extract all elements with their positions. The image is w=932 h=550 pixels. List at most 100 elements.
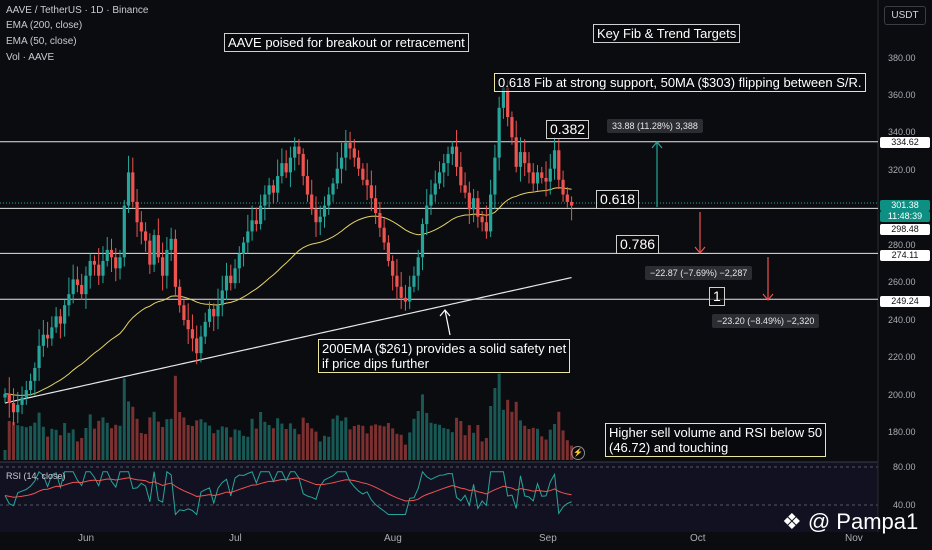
candle-body — [54, 316, 58, 328]
candle-body — [88, 260, 92, 276]
volume-bar — [557, 411, 561, 460]
volume-bar — [75, 441, 79, 460]
volume-bar — [429, 422, 433, 460]
volume-bar — [425, 413, 429, 460]
candle-body — [561, 179, 565, 195]
volume-bar — [139, 433, 143, 460]
volume-bar — [271, 428, 275, 460]
candle-body — [450, 146, 454, 154]
volume-bar — [97, 420, 101, 460]
candle-body — [199, 336, 203, 354]
y-tick: 280.00 — [888, 240, 916, 250]
volume-bar — [225, 427, 229, 460]
ema200-pointer-arrow-head — [439, 309, 451, 317]
candle-body — [250, 220, 254, 232]
ema-note-line1: 200EMA ($261) provides a solid safety ne… — [322, 341, 567, 356]
volume-bar — [118, 425, 122, 460]
volume-bar — [369, 425, 373, 460]
candle-body — [173, 238, 177, 287]
volume-bar — [378, 425, 382, 460]
measure-down1-label: −22.87 (−7.69%) −2,287 — [645, 266, 753, 280]
fib-0786-label: 0.786 — [616, 235, 660, 254]
ema-note-line2: if price dips further — [322, 356, 429, 371]
candle-body — [254, 220, 258, 225]
candle-body — [437, 172, 442, 184]
volume-bar — [50, 428, 54, 460]
volume-bar — [237, 430, 241, 460]
volume-bar — [442, 428, 446, 460]
currency-button[interactable]: USDT — [884, 6, 926, 25]
volume-legend[interactable]: Vol · AAVE — [6, 52, 55, 63]
candle-body — [548, 168, 552, 182]
volume-bar — [459, 421, 463, 460]
volume-bar — [24, 427, 28, 460]
volume-bar — [199, 419, 203, 460]
candle-body — [92, 260, 97, 265]
candle-body — [442, 163, 446, 173]
y-tick: 180.00 — [888, 427, 916, 437]
candle-body — [280, 163, 284, 177]
volume-bar — [284, 429, 288, 460]
candle-body — [288, 157, 293, 173]
candle-body — [203, 321, 207, 337]
volume-bar — [365, 433, 369, 460]
candle-body — [259, 205, 263, 225]
volume-bar — [523, 425, 527, 460]
volume-bar — [506, 399, 510, 460]
candle-body — [46, 334, 50, 339]
candle-body — [378, 212, 382, 228]
rsi-legend[interactable]: RSI (14, close) — [6, 471, 66, 481]
volume-bar — [33, 422, 37, 460]
volume-bar — [314, 431, 318, 460]
volume-bar — [216, 429, 220, 460]
volume-bar — [152, 411, 156, 460]
candle-body — [131, 172, 135, 202]
volume-bar — [484, 438, 488, 460]
candle-body — [267, 185, 271, 195]
volume-bar — [463, 435, 467, 460]
volume-bar — [276, 418, 280, 460]
candle-body — [37, 345, 41, 368]
volume-bar — [544, 439, 548, 460]
fib-0618-label: 0.618 — [596, 190, 640, 209]
target-up-arrow-head — [651, 141, 663, 149]
candle-body — [535, 172, 540, 184]
volume-bar — [446, 429, 450, 460]
y-tick: 380.00 — [888, 53, 916, 63]
candle-body — [403, 297, 408, 302]
price-label-27411: 274.11 — [880, 250, 930, 261]
x-tick-jul: Jul — [229, 533, 242, 544]
volume-bar — [548, 429, 552, 460]
candle-body — [305, 176, 310, 195]
target-down-arrow-2-head — [762, 293, 774, 301]
ema50-legend[interactable]: EMA (50, close) — [6, 36, 77, 47]
candle-body — [408, 286, 412, 302]
ema200-legend[interactable]: EMA (200, close) — [6, 20, 83, 31]
volume-bar — [212, 433, 216, 460]
volume-bar — [190, 426, 194, 460]
x-tick-aug: Aug — [384, 533, 402, 544]
candle-body — [301, 153, 305, 177]
volume-bar — [293, 428, 297, 460]
candle-body — [484, 222, 488, 232]
candle-body — [459, 166, 463, 186]
candle-body — [118, 257, 122, 269]
candle-body — [446, 153, 450, 164]
volume-bar — [412, 418, 416, 460]
candle-body — [527, 163, 531, 173]
volume-bar — [58, 435, 62, 460]
candle-body — [28, 380, 33, 391]
candle-body — [416, 257, 420, 276]
candle-body — [135, 201, 139, 223]
lightning-icon[interactable]: ⚡ — [571, 446, 585, 460]
volume-bar — [352, 426, 356, 460]
candle-body — [365, 179, 369, 186]
candle-body — [454, 146, 459, 167]
volume-bar — [46, 436, 50, 460]
volume-bar — [71, 429, 75, 460]
candle-body — [425, 205, 429, 225]
x-tick-oct: Oct — [690, 533, 706, 544]
price-label-24924: 249.24 — [880, 296, 930, 307]
